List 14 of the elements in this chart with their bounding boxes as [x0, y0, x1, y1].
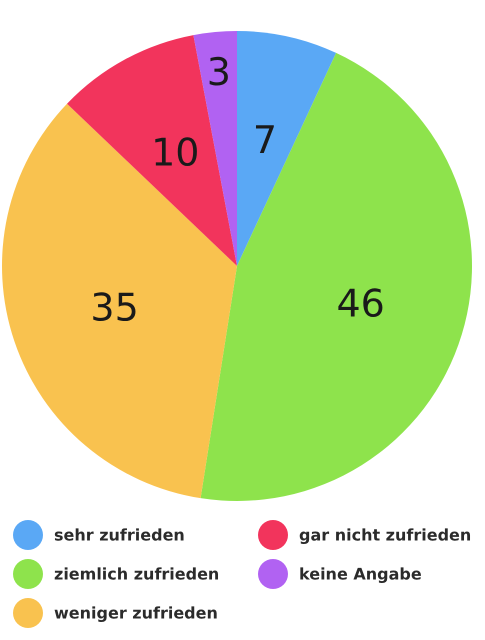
- data-label: 46: [336, 282, 385, 326]
- pie-slice: [67, 35, 237, 266]
- data-label: 35: [90, 285, 139, 330]
- legend-label: sehr zufrieden: [54, 526, 185, 544]
- pie-slice: [237, 31, 336, 266]
- legend-label: keine Angabe: [299, 564, 422, 584]
- legend-label: gar nicht zufrieden: [299, 526, 472, 544]
- data-label: 3: [206, 50, 231, 94]
- data-label: 7: [252, 118, 278, 162]
- data-label: 10: [151, 130, 200, 174]
- legend-label: weniger zufrieden: [54, 604, 218, 622]
- legend-label: ziemlich zufrieden: [54, 564, 220, 584]
- pie-slice: [200, 52, 472, 501]
- pie-slice: [2, 104, 237, 498]
